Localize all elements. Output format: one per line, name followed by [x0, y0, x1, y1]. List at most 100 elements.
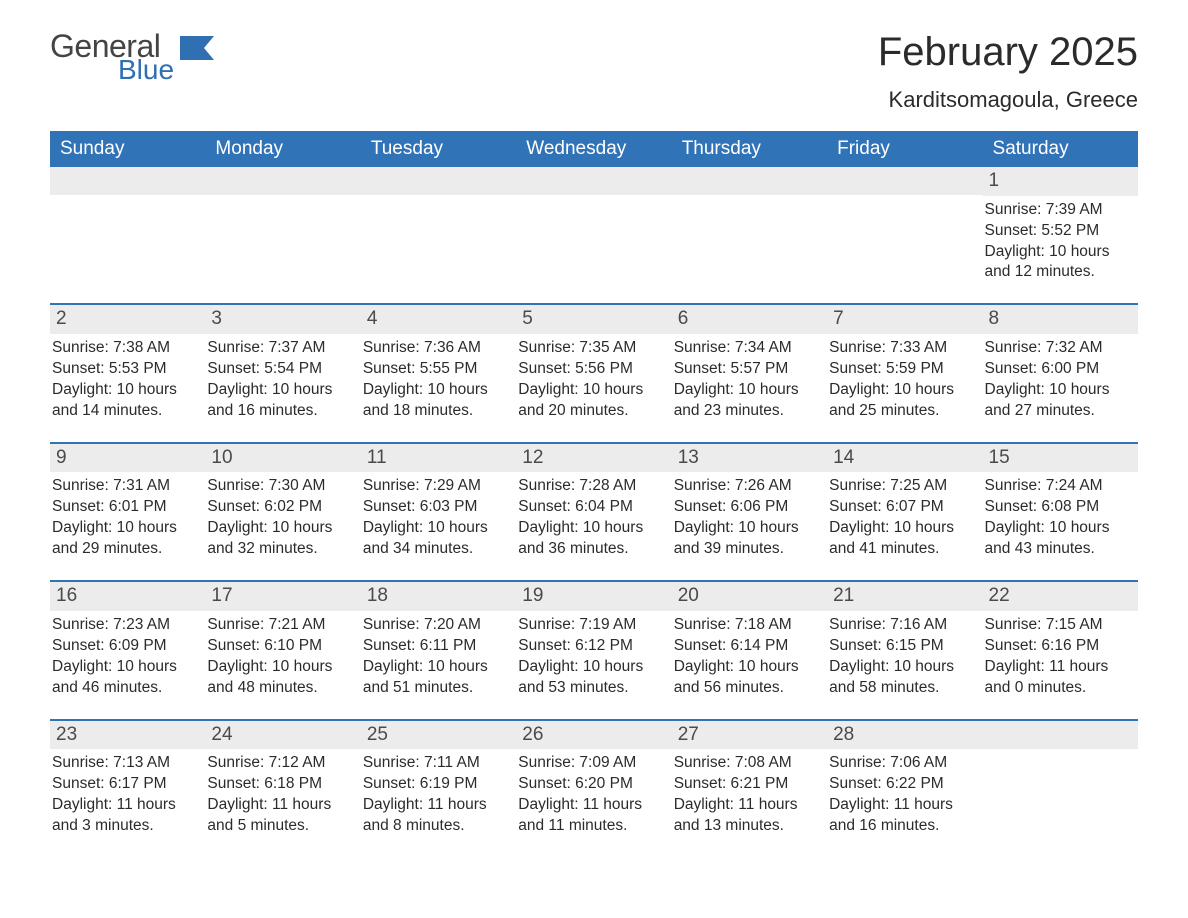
sunrise-line: Sunrise: 7:19 AM	[518, 615, 665, 636]
sunset-line: Sunset: 6:11 PM	[363, 636, 510, 657]
day-cell: 23Sunrise: 7:13 AMSunset: 6:17 PMDayligh…	[50, 721, 205, 841]
day-body: Sunrise: 7:21 AMSunset: 6:10 PMDaylight:…	[205, 611, 360, 703]
sunset-line: Sunset: 5:56 PM	[518, 359, 665, 380]
day-cell: 19Sunrise: 7:19 AMSunset: 6:12 PMDayligh…	[516, 582, 671, 702]
day-number: 3	[205, 305, 360, 334]
sunrise-line: Sunrise: 7:25 AM	[829, 476, 976, 497]
logo-text-blue: Blue	[118, 56, 174, 84]
day-body: Sunrise: 7:39 AMSunset: 5:52 PMDaylight:…	[983, 196, 1138, 288]
day-number	[672, 167, 827, 195]
day-body: Sunrise: 7:24 AMSunset: 6:08 PMDaylight:…	[983, 472, 1138, 564]
day-of-week-cell: Saturday	[983, 131, 1138, 167]
sunset-line: Sunset: 6:10 PM	[207, 636, 354, 657]
sunrise-line: Sunrise: 7:31 AM	[52, 476, 199, 497]
sunrise-line: Sunrise: 7:08 AM	[674, 753, 821, 774]
sunset-line: Sunset: 5:55 PM	[363, 359, 510, 380]
day-of-week-cell: Monday	[205, 131, 360, 167]
daylight-line: Daylight: 10 hours and 58 minutes.	[829, 657, 976, 699]
daylight-line: Daylight: 10 hours and 51 minutes.	[363, 657, 510, 699]
day-body: Sunrise: 7:29 AMSunset: 6:03 PMDaylight:…	[361, 472, 516, 564]
day-body: Sunrise: 7:13 AMSunset: 6:17 PMDaylight:…	[50, 749, 205, 841]
daylight-line: Daylight: 11 hours and 0 minutes.	[985, 657, 1132, 699]
day-body: Sunrise: 7:23 AMSunset: 6:09 PMDaylight:…	[50, 611, 205, 703]
day-body: Sunrise: 7:26 AMSunset: 6:06 PMDaylight:…	[672, 472, 827, 564]
sunrise-line: Sunrise: 7:39 AM	[985, 200, 1132, 221]
daylight-line: Daylight: 10 hours and 20 minutes.	[518, 380, 665, 422]
day-cell: 7Sunrise: 7:33 AMSunset: 5:59 PMDaylight…	[827, 305, 982, 425]
day-cell: 21Sunrise: 7:16 AMSunset: 6:15 PMDayligh…	[827, 582, 982, 702]
day-number: 7	[827, 305, 982, 334]
day-number: 4	[361, 305, 516, 334]
day-body: Sunrise: 7:12 AMSunset: 6:18 PMDaylight:…	[205, 749, 360, 841]
day-cell: 5Sunrise: 7:35 AMSunset: 5:56 PMDaylight…	[516, 305, 671, 425]
calendar: SundayMondayTuesdayWednesdayThursdayFrid…	[50, 131, 1138, 841]
sunset-line: Sunset: 6:02 PM	[207, 497, 354, 518]
day-number: 8	[983, 305, 1138, 334]
day-body: Sunrise: 7:32 AMSunset: 6:00 PMDaylight:…	[983, 334, 1138, 426]
day-cell: 4Sunrise: 7:36 AMSunset: 5:55 PMDaylight…	[361, 305, 516, 425]
day-number: 22	[983, 582, 1138, 611]
day-number: 5	[516, 305, 671, 334]
day-number	[361, 167, 516, 195]
sunset-line: Sunset: 5:59 PM	[829, 359, 976, 380]
day-of-week-cell: Wednesday	[516, 131, 671, 167]
day-cell: 25Sunrise: 7:11 AMSunset: 6:19 PMDayligh…	[361, 721, 516, 841]
day-number	[516, 167, 671, 195]
day-cell: 22Sunrise: 7:15 AMSunset: 6:16 PMDayligh…	[983, 582, 1138, 702]
sunset-line: Sunset: 6:16 PM	[985, 636, 1132, 657]
sunrise-line: Sunrise: 7:33 AM	[829, 338, 976, 359]
daylight-line: Daylight: 10 hours and 14 minutes.	[52, 380, 199, 422]
day-number: 12	[516, 444, 671, 473]
daylight-line: Daylight: 10 hours and 12 minutes.	[985, 242, 1132, 284]
day-cell: 26Sunrise: 7:09 AMSunset: 6:20 PMDayligh…	[516, 721, 671, 841]
day-cell: 27Sunrise: 7:08 AMSunset: 6:21 PMDayligh…	[672, 721, 827, 841]
sunset-line: Sunset: 5:54 PM	[207, 359, 354, 380]
daylight-line: Daylight: 10 hours and 53 minutes.	[518, 657, 665, 699]
week-row: 16Sunrise: 7:23 AMSunset: 6:09 PMDayligh…	[50, 580, 1138, 702]
daylight-line: Daylight: 10 hours and 48 minutes.	[207, 657, 354, 699]
day-body: Sunrise: 7:08 AMSunset: 6:21 PMDaylight:…	[672, 749, 827, 841]
day-number: 17	[205, 582, 360, 611]
day-of-week-cell: Thursday	[672, 131, 827, 167]
day-cell	[50, 167, 205, 287]
sunset-line: Sunset: 6:18 PM	[207, 774, 354, 795]
flag-icon	[180, 36, 214, 60]
day-of-week-cell: Sunday	[50, 131, 205, 167]
sunset-line: Sunset: 6:19 PM	[363, 774, 510, 795]
sunrise-line: Sunrise: 7:06 AM	[829, 753, 976, 774]
sunset-line: Sunset: 6:21 PM	[674, 774, 821, 795]
day-number: 11	[361, 444, 516, 473]
daylight-line: Daylight: 11 hours and 3 minutes.	[52, 795, 199, 837]
day-cell: 18Sunrise: 7:20 AMSunset: 6:11 PMDayligh…	[361, 582, 516, 702]
sunrise-line: Sunrise: 7:34 AM	[674, 338, 821, 359]
day-cell: 13Sunrise: 7:26 AMSunset: 6:06 PMDayligh…	[672, 444, 827, 564]
sunrise-line: Sunrise: 7:37 AM	[207, 338, 354, 359]
day-cell: 8Sunrise: 7:32 AMSunset: 6:00 PMDaylight…	[983, 305, 1138, 425]
day-number	[983, 721, 1138, 749]
day-cell	[672, 167, 827, 287]
day-cell: 16Sunrise: 7:23 AMSunset: 6:09 PMDayligh…	[50, 582, 205, 702]
day-number: 25	[361, 721, 516, 750]
daylight-line: Daylight: 10 hours and 32 minutes.	[207, 518, 354, 560]
daylight-line: Daylight: 10 hours and 36 minutes.	[518, 518, 665, 560]
daylight-line: Daylight: 11 hours and 16 minutes.	[829, 795, 976, 837]
sunrise-line: Sunrise: 7:11 AM	[363, 753, 510, 774]
day-number	[205, 167, 360, 195]
day-number: 28	[827, 721, 982, 750]
day-cell: 12Sunrise: 7:28 AMSunset: 6:04 PMDayligh…	[516, 444, 671, 564]
day-body: Sunrise: 7:36 AMSunset: 5:55 PMDaylight:…	[361, 334, 516, 426]
day-number: 21	[827, 582, 982, 611]
day-of-week-cell: Tuesday	[361, 131, 516, 167]
day-cell: 28Sunrise: 7:06 AMSunset: 6:22 PMDayligh…	[827, 721, 982, 841]
day-cell: 10Sunrise: 7:30 AMSunset: 6:02 PMDayligh…	[205, 444, 360, 564]
daylight-line: Daylight: 10 hours and 29 minutes.	[52, 518, 199, 560]
day-body: Sunrise: 7:31 AMSunset: 6:01 PMDaylight:…	[50, 472, 205, 564]
day-body: Sunrise: 7:15 AMSunset: 6:16 PMDaylight:…	[983, 611, 1138, 703]
day-cell	[983, 721, 1138, 841]
sunset-line: Sunset: 6:03 PM	[363, 497, 510, 518]
day-number: 10	[205, 444, 360, 473]
sunrise-line: Sunrise: 7:12 AM	[207, 753, 354, 774]
sunset-line: Sunset: 5:57 PM	[674, 359, 821, 380]
day-of-week-row: SundayMondayTuesdayWednesdayThursdayFrid…	[50, 131, 1138, 167]
title-block: February 2025 Karditsomagoula, Greece	[878, 30, 1138, 121]
